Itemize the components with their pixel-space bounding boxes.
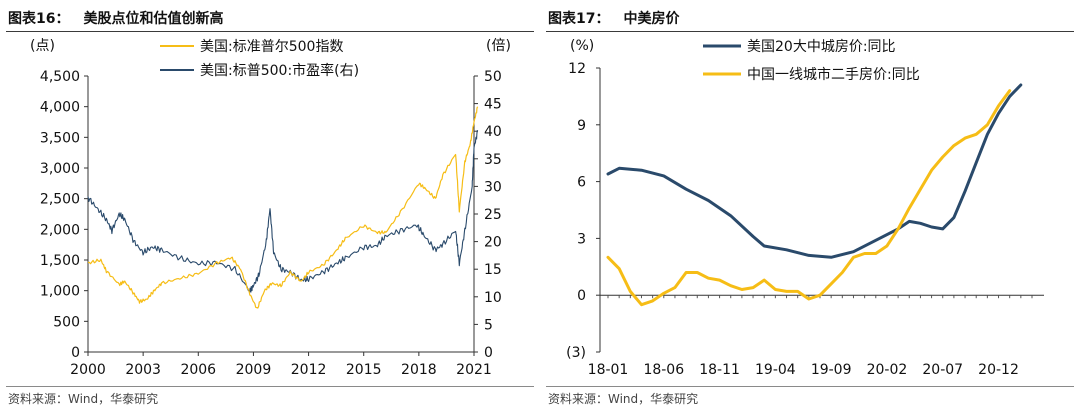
x-tick-label: 18-11 — [699, 362, 740, 378]
right-y-tick-label: 25 — [484, 207, 502, 223]
figure-title-text: 中美房价 — [623, 11, 680, 27]
x-tick-label: 19-04 — [755, 362, 796, 378]
x-tick-label: 20-02 — [867, 362, 908, 378]
x-tick-label: 2012 — [291, 362, 327, 378]
x-tick-label: 2000 — [70, 362, 106, 378]
x-tick-label: 2015 — [346, 362, 382, 378]
left-y-tick-label: 4,500 — [40, 69, 80, 85]
source-divider — [6, 386, 534, 387]
left-y-tick-label: 3,000 — [40, 161, 80, 177]
right-y-tick-label: 20 — [484, 235, 502, 251]
x-tick-label: 18-01 — [588, 362, 629, 378]
left-y-tick-label: 0 — [71, 345, 80, 361]
left-y-tick-label: 2,000 — [40, 222, 80, 238]
y-tick-label: 12 — [568, 61, 586, 77]
figure-number: 图表16： — [8, 11, 70, 27]
y-tick-label: 3 — [577, 231, 586, 247]
right-y-tick-label: 5 — [484, 317, 493, 333]
left-y-tick-label: 3,500 — [40, 130, 80, 146]
figure-title: 图表16： 美股点位和估值创新高 — [8, 8, 223, 30]
right-axis-unit: (倍) — [486, 38, 511, 54]
x-tick-label: 2018 — [401, 362, 437, 378]
figure-title: 图表17： 中美房价 — [548, 8, 679, 30]
x-tick-label: 20-12 — [978, 362, 1019, 378]
y-tick-label: (3) — [566, 345, 586, 361]
y-tick-label: 0 — [577, 288, 586, 304]
left-y-tick-label: 1,000 — [40, 284, 80, 300]
right-y-tick-label: 45 — [484, 97, 502, 113]
series-line-china-house-price — [606, 89, 1012, 307]
source-note: 资料来源：Wind，华泰研究 — [548, 392, 699, 406]
right-y-tick-label: 15 — [484, 262, 502, 278]
title-divider — [6, 31, 534, 32]
y-tick-label: 6 — [577, 175, 586, 191]
series-line-pe-ratio — [87, 129, 479, 293]
y-tick-label: 9 — [577, 118, 586, 134]
chart-house-prices: (3) 0 3 6 9 12 18-01 18-06 18-11 19-04 19-09 20-02 2… — [566, 38, 1044, 378]
x-tick-label: 19-09 — [811, 362, 852, 378]
right-y-tick-label: 35 — [484, 152, 502, 168]
legend-label-pe-ratio: 美国:标普500:市盈率(右) — [200, 62, 359, 79]
legend-label-us-house-price: 美国20大中城房价:同比 — [747, 39, 896, 55]
figure-panel-17: 图表17： 中美房价 (3) 0 3 6 9 12 18-01 18-06 18-11 19-04 1… — [540, 0, 1080, 416]
x-tick-label: 2009 — [236, 362, 272, 378]
x-tick-label: 2006 — [180, 362, 216, 378]
y-axis-unit: (%) — [570, 38, 594, 54]
left-y-tick-label: 4,000 — [40, 100, 80, 116]
legend-label-china-house-price: 中国一线城市二手房价:同比 — [747, 66, 920, 83]
source-note: 资料来源：Wind，华泰研究 — [8, 392, 159, 406]
figure-number: 图表17： — [548, 11, 610, 27]
right-y-tick-label: 0 — [484, 345, 493, 361]
x-tick-label: 2003 — [125, 362, 161, 378]
source-divider — [546, 386, 1074, 387]
left-y-tick-label: 1,500 — [40, 253, 80, 269]
series-line-sp500-index — [87, 106, 479, 309]
left-axis-unit: (点) — [30, 38, 55, 54]
right-y-tick-label: 30 — [484, 179, 502, 195]
right-y-tick-label: 40 — [484, 124, 502, 140]
figure-title-text: 美股点位和估值创新高 — [83, 11, 224, 27]
x-tick-label: 2021 — [456, 362, 492, 378]
series-line-us-house-price — [606, 83, 1023, 259]
right-y-tick-label: 10 — [484, 290, 502, 306]
figure-panel-16: 图表16： 美股点位和估值创新高 0 500 1,000 1,500 2,000 2,500… — [6, 8, 534, 406]
x-tick-label: 18-06 — [643, 362, 684, 378]
x-tick-label: 20-07 — [922, 362, 963, 378]
right-y-tick-label: 50 — [484, 69, 502, 85]
left-y-tick-label: 500 — [53, 314, 80, 330]
title-divider — [546, 31, 1074, 32]
left-y-tick-label: 2,500 — [40, 192, 80, 208]
chart-sp500-pe: 05001,0001,5002,0002,5003,0003,5004,0004… — [30, 38, 511, 378]
legend-label-sp500-index: 美国:标准普尔500指数 — [200, 39, 343, 55]
